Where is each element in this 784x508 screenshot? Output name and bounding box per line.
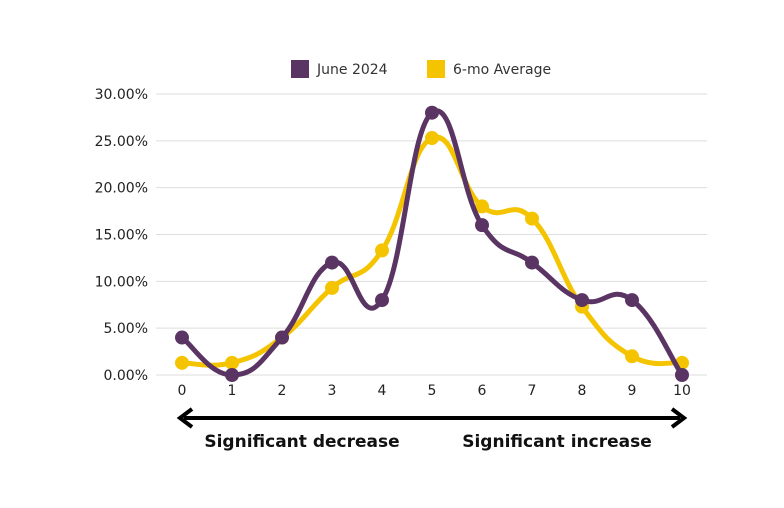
data-point-june-2024 [275, 330, 289, 345]
y-tick-label: 15.00% [95, 228, 148, 244]
legend: June 2024 6-mo Average [291, 60, 551, 78]
data-point-6-mo-average [475, 199, 489, 214]
series-june-2024 [175, 105, 689, 382]
x-tick-label: 4 [378, 383, 387, 399]
x-tick-label: 2 [278, 383, 287, 399]
arrow-head-right [670, 407, 688, 429]
series-line-6-mo-average [179, 134, 685, 368]
data-point-june-2024 [575, 293, 589, 308]
x-tick-label: 0 [178, 383, 187, 399]
data-point-june-2024 [425, 105, 439, 120]
data-point-june-2024 [375, 293, 389, 308]
data-point-6-mo-average [625, 349, 639, 364]
y-tick-label: 0.00% [104, 368, 148, 384]
x-tick-label: 10 [673, 383, 691, 399]
x-tick-label: 7 [528, 383, 537, 399]
data-point-june-2024 [525, 255, 539, 270]
y-tick-label: 20.00% [95, 181, 148, 197]
data-point-june-2024 [225, 368, 239, 382]
legend-label-6-mo-average: 6-mo Average [453, 62, 551, 78]
data-point-6-mo-average [225, 355, 239, 370]
x-axis: 0 1 2 3 4 5 6 7 8 9 10 [178, 383, 691, 399]
data-point-june-2024 [675, 368, 689, 382]
label-significant-increase: Significant increase [462, 432, 652, 452]
x-tick-label: 3 [328, 383, 337, 399]
data-point-june-2024 [475, 218, 489, 233]
data-point-6-mo-average [175, 355, 189, 370]
y-tick-label: 10.00% [95, 274, 148, 290]
label-significant-decrease: Significant decrease [204, 432, 399, 452]
y-tick-label: 25.00% [95, 134, 148, 150]
legend-swatch-6-mo-average [427, 60, 445, 78]
y-tick-label: 30.00% [95, 87, 148, 103]
series-6-mo-average [175, 131, 689, 370]
data-point-june-2024 [175, 330, 189, 345]
x-tick-label: 1 [228, 383, 237, 399]
legend-label-june-2024: June 2024 [316, 62, 388, 78]
y-tick-label: 5.00% [104, 321, 148, 337]
data-point-6-mo-average [375, 243, 389, 258]
x-tick-label: 9 [628, 383, 637, 399]
data-point-6-mo-average [525, 211, 539, 226]
x-tick-label: 8 [578, 383, 587, 399]
y-axis: 0.00% 5.00% 10.00% 15.00% 20.00% 25.00% 30.00% [95, 87, 148, 384]
scale-arrow [176, 407, 688, 429]
arrow-head-left [176, 407, 194, 429]
x-tick-label: 6 [478, 383, 487, 399]
x-tick-label: 5 [428, 383, 437, 399]
data-point-6-mo-average [425, 131, 439, 146]
series-layer [175, 105, 689, 382]
data-point-june-2024 [325, 255, 339, 270]
legend-swatch-june-2024 [291, 60, 309, 78]
data-point-6-mo-average [325, 280, 339, 295]
data-point-june-2024 [625, 293, 639, 308]
